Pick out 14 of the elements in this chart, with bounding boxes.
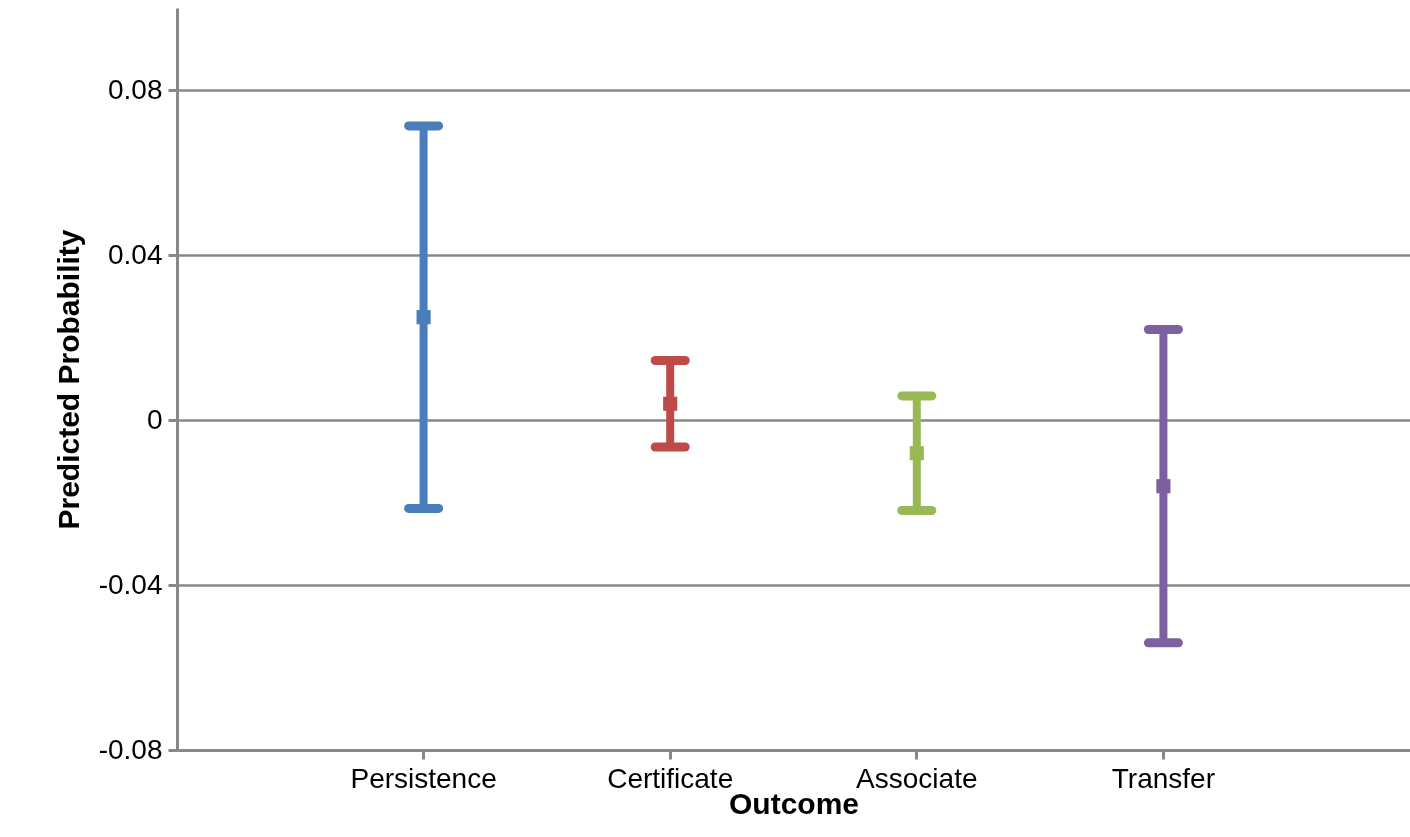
y-tick-label: 0.08: [108, 73, 163, 105]
x-tick-label: Associate: [856, 762, 978, 794]
x-tick-label: Persistence: [350, 762, 497, 794]
y-tick-label: 0: [146, 403, 163, 435]
point: [909, 446, 924, 461]
x-tick-label: Certificate: [607, 762, 734, 794]
point: [1156, 479, 1171, 494]
point: [663, 396, 678, 411]
y-tick-label: 0.04: [108, 238, 163, 270]
point: [416, 310, 431, 325]
y-tick-label: -0.08: [98, 733, 163, 765]
y-tick-label: -0.04: [98, 568, 163, 600]
y-axis-title: Predicted Probability: [51, 229, 85, 530]
x-tick-label: Transfer: [1111, 762, 1216, 794]
